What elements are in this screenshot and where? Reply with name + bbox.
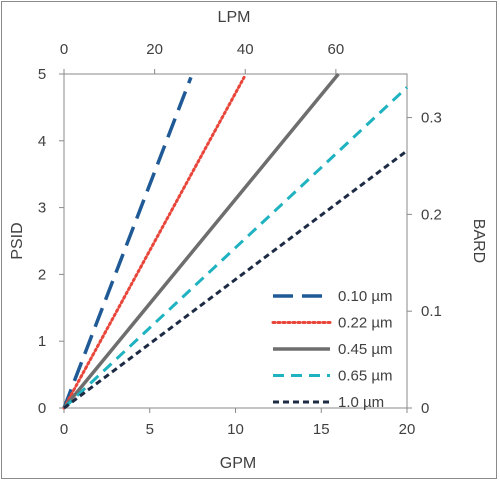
series-line-3 [62, 86, 409, 410]
y-left-tick-label: 2 [38, 266, 46, 283]
x-axis-title-top: LPM [218, 9, 251, 26]
y-left-tick-label: 1 [38, 333, 46, 350]
legend-label-2: 0.45 µm [338, 341, 393, 358]
x-top-tick-label: 40 [237, 41, 254, 58]
y-left-tick-label: 3 [38, 200, 46, 217]
series-line-0 [62, 76, 193, 409]
legend-background [268, 280, 404, 406]
y-right-tick-label: 0.3 [421, 110, 442, 127]
x-top-tick-label: 0 [60, 41, 68, 58]
legend-label-4: 1.0 µm [338, 394, 384, 411]
x-bottom-tick-label: 20 [399, 421, 416, 438]
legend-label-1: 0.22 µm [338, 315, 393, 332]
legend-label-0: 0.10 µm [338, 288, 393, 305]
series-line-4 [63, 149, 408, 410]
series-line-2 [62, 72, 340, 410]
y-right-tick-label: 0.1 [421, 303, 442, 320]
y-right-tick-label: 0.2 [421, 206, 442, 223]
series-lines [62, 72, 409, 410]
y-right-tick-label: 0 [421, 400, 429, 417]
y-left-tick-label: 5 [38, 66, 46, 83]
x-bottom-tick-label: 5 [146, 421, 154, 438]
y-axis-title-left: PSID [9, 222, 26, 259]
x-top-tick-label: 20 [146, 41, 163, 58]
x-axis-title-bottom: GPM [220, 455, 256, 472]
y-axis-title-right: BARD [470, 219, 487, 263]
x-top-tick-label: 60 [328, 41, 345, 58]
legend: 0.10 µm 0.22 µm 0.45 µm 0.65 µm 1.0 µm [268, 280, 404, 411]
y-left-tick-label: 4 [38, 133, 46, 150]
x-bottom-tick-label: 15 [313, 421, 330, 438]
x-bottom-tick-label: 10 [227, 421, 244, 438]
y-left-tick-label: 0 [38, 400, 46, 417]
series-line-1 [62, 75, 246, 410]
x-bottom-tick-label: 0 [60, 421, 68, 438]
legend-label-3: 0.65 µm [338, 368, 393, 385]
